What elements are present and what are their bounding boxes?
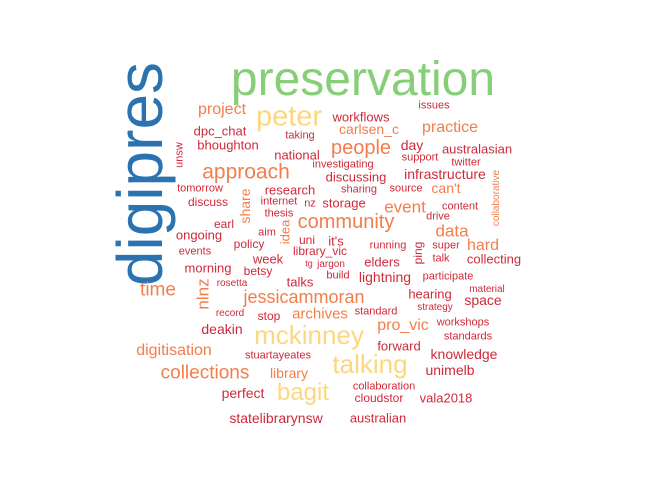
word-unimelb: unimelb — [425, 362, 475, 378]
word-elders: elders — [364, 254, 400, 270]
word-stop: stop — [257, 309, 281, 323]
word-share: share — [237, 188, 253, 224]
word-research: research — [264, 182, 316, 198]
word-running: running — [369, 239, 407, 252]
word-internet: internet — [260, 195, 298, 208]
word-talk: talk — [432, 252, 450, 265]
word-nz: nz — [304, 197, 316, 210]
word-policy: policy — [233, 237, 265, 251]
word-cant: can't — [431, 180, 461, 196]
word-library-vic: library_vic — [292, 244, 348, 258]
word-stuartayeates: stuartayeates — [244, 349, 312, 362]
word-data: data — [435, 221, 469, 241]
word-digitisation: digitisation — [136, 342, 212, 359]
word-talks: talks — [286, 274, 314, 290]
word-tg: tg — [305, 258, 313, 269]
word-super: super — [432, 239, 460, 252]
word-jargon: jargon — [317, 259, 345, 270]
word-unsw: unsw — [173, 142, 186, 168]
word-build: build — [326, 269, 350, 282]
word-statelibrarynsw: statelibrarynsw — [229, 410, 323, 426]
word-source: source — [389, 182, 423, 195]
word-peter: peter — [255, 100, 323, 133]
word-events: events — [178, 245, 212, 258]
word-its: it's — [328, 233, 344, 249]
word-bhoughton: bhoughton — [197, 137, 259, 153]
word-idea: idea — [277, 219, 293, 245]
word-approach: approach — [202, 160, 290, 184]
word-infrastructure: infrastructure — [404, 166, 486, 182]
word-ongoing: ongoing — [175, 227, 223, 243]
word-workflows: workflows — [332, 109, 390, 125]
word-sharing: sharing — [340, 183, 378, 196]
word-twitter: twitter — [451, 156, 481, 169]
word-people: people — [330, 137, 392, 159]
word-perfect: perfect — [221, 385, 265, 401]
word-discussing: discussing — [325, 169, 387, 185]
word-hard: hard — [466, 237, 500, 254]
word-taking: taking — [285, 129, 315, 142]
word-hearing: hearing — [408, 286, 452, 302]
word-betsy: betsy — [243, 264, 273, 278]
word-workshops: workshops — [436, 316, 490, 329]
word-standard: standard — [354, 305, 398, 318]
word-event: event — [384, 197, 426, 217]
word-talking: talking — [332, 349, 408, 379]
word-aim: aim — [258, 226, 276, 239]
word-vala2018: vala2018 — [419, 390, 473, 406]
word-lightning: lightning — [358, 269, 412, 285]
word-collaboration: collaboration — [352, 380, 416, 393]
word-community: community — [297, 211, 395, 233]
word-earl: earl — [213, 217, 235, 231]
word-deakin: deakin — [201, 321, 243, 337]
word-knowledge: knowledge — [430, 346, 498, 362]
word-tomorrow: tomorrow — [177, 182, 223, 195]
word-dpc-chat: dpc_chat — [193, 123, 247, 139]
word-ping: ping — [411, 241, 425, 265]
word-national: national — [274, 147, 320, 163]
word-support: support — [401, 151, 439, 164]
word-collections: collections — [160, 362, 250, 384]
word-digipres: digipres — [104, 61, 176, 287]
word-storage: storage — [322, 195, 366, 211]
word-practice: practice — [421, 119, 479, 136]
word-morning: morning — [184, 260, 232, 276]
word-uni: uni — [298, 233, 316, 247]
word-collaborative: collaborative — [491, 169, 502, 227]
word-material: material — [469, 284, 505, 295]
word-carlsen-c: carlsen_c — [339, 121, 399, 137]
word-preservation: preservation — [230, 53, 496, 106]
word-project: project — [197, 101, 247, 118]
word-strategy: strategy — [417, 302, 453, 313]
word-collecting: collecting — [466, 251, 522, 267]
word-forward: forward — [377, 338, 421, 354]
word-standards: standards — [443, 330, 493, 343]
word-week: week — [252, 251, 284, 267]
word-rosetta: rosetta — [216, 278, 248, 289]
word-mckinney: mckinney — [254, 320, 364, 350]
word-jessicammoran: jessicammoran — [243, 287, 365, 307]
word-library: library — [269, 365, 309, 381]
word-record: record — [215, 308, 245, 319]
word-participate: participate — [422, 270, 474, 283]
word-drive: drive — [426, 210, 450, 223]
word-investigating: investigating — [312, 158, 374, 171]
word-pro-vic: pro_vic — [377, 317, 429, 334]
word-thesis: thesis — [264, 207, 294, 220]
word-nlnz: nlnz — [193, 278, 213, 310]
word-issues: issues — [418, 99, 450, 112]
word-australasian: australasian — [441, 141, 513, 157]
word-archives: archives — [292, 305, 348, 323]
word-cloudstor: cloudstor — [354, 391, 404, 405]
word-content: content — [441, 200, 479, 213]
word-space: space — [464, 292, 502, 308]
word-bagit: bagit — [276, 379, 330, 406]
word-day: day — [400, 137, 424, 153]
word-australian: australian — [349, 410, 407, 426]
word-discuss: discuss — [187, 195, 229, 209]
word-time: time — [140, 279, 176, 301]
